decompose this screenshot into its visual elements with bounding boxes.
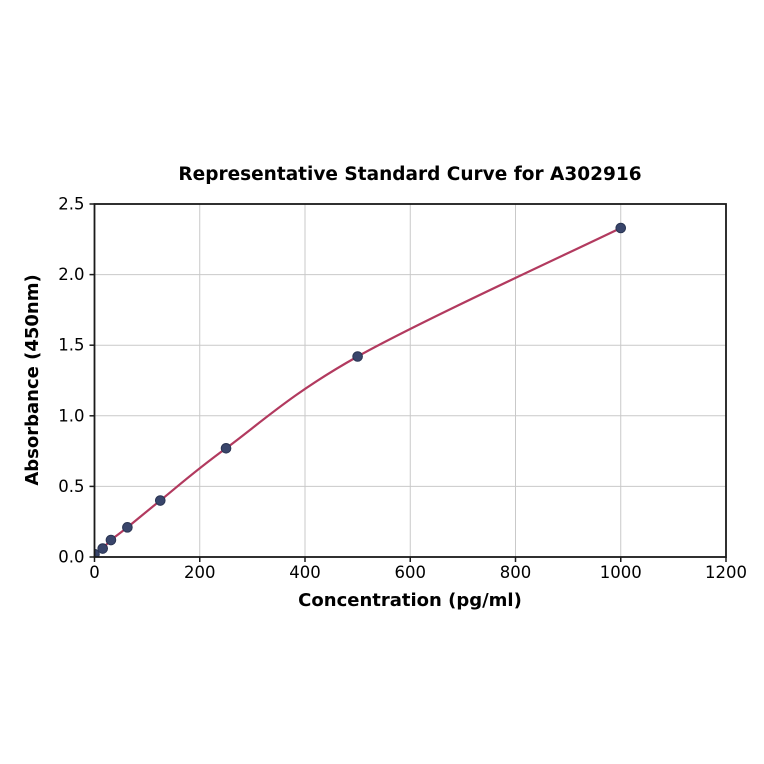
data-point-marker bbox=[105, 534, 117, 546]
data-point-marker bbox=[94, 548, 100, 557]
data-point-marker bbox=[122, 522, 133, 533]
data-point-marker bbox=[97, 543, 109, 554]
chart-title: Representative Standard Curve for A30291… bbox=[178, 164, 641, 185]
axis-ticks: 0 200 400 600 800 1000 1200 0.0 0.5 1.0 1.5 2.0 2.5 bbox=[58, 195, 747, 583]
data-point-marker bbox=[615, 222, 627, 234]
x-tick-label: 1000 bbox=[600, 563, 642, 582]
y-tick-label: 2.5 bbox=[58, 195, 84, 214]
y-tick-label: 1.5 bbox=[58, 336, 84, 355]
y-tick-label: 0.5 bbox=[58, 477, 84, 496]
data-point-marker bbox=[154, 495, 166, 506]
x-tick-label: 400 bbox=[289, 563, 321, 582]
x-tick-label: 1200 bbox=[705, 563, 747, 582]
y-axis-label: Absorbance (450nm) bbox=[22, 274, 43, 485]
x-tick-label: 600 bbox=[395, 563, 427, 582]
y-tick-label: 2.0 bbox=[58, 265, 84, 284]
data-point-marker bbox=[352, 351, 363, 362]
y-tick-label: 0.0 bbox=[58, 548, 84, 567]
x-tick-label: 200 bbox=[184, 563, 216, 582]
standard-curve-line bbox=[94, 227, 622, 556]
grid-lines bbox=[94, 203, 727, 558]
x-axis-label: Concentration (pg/ml) bbox=[298, 590, 522, 611]
data-point-marker bbox=[220, 442, 232, 454]
standard-curve-series bbox=[94, 222, 627, 557]
y-tick-label: 1.0 bbox=[58, 406, 84, 425]
x-tick-label: 0 bbox=[89, 563, 100, 582]
x-tick-label: 800 bbox=[500, 563, 532, 582]
